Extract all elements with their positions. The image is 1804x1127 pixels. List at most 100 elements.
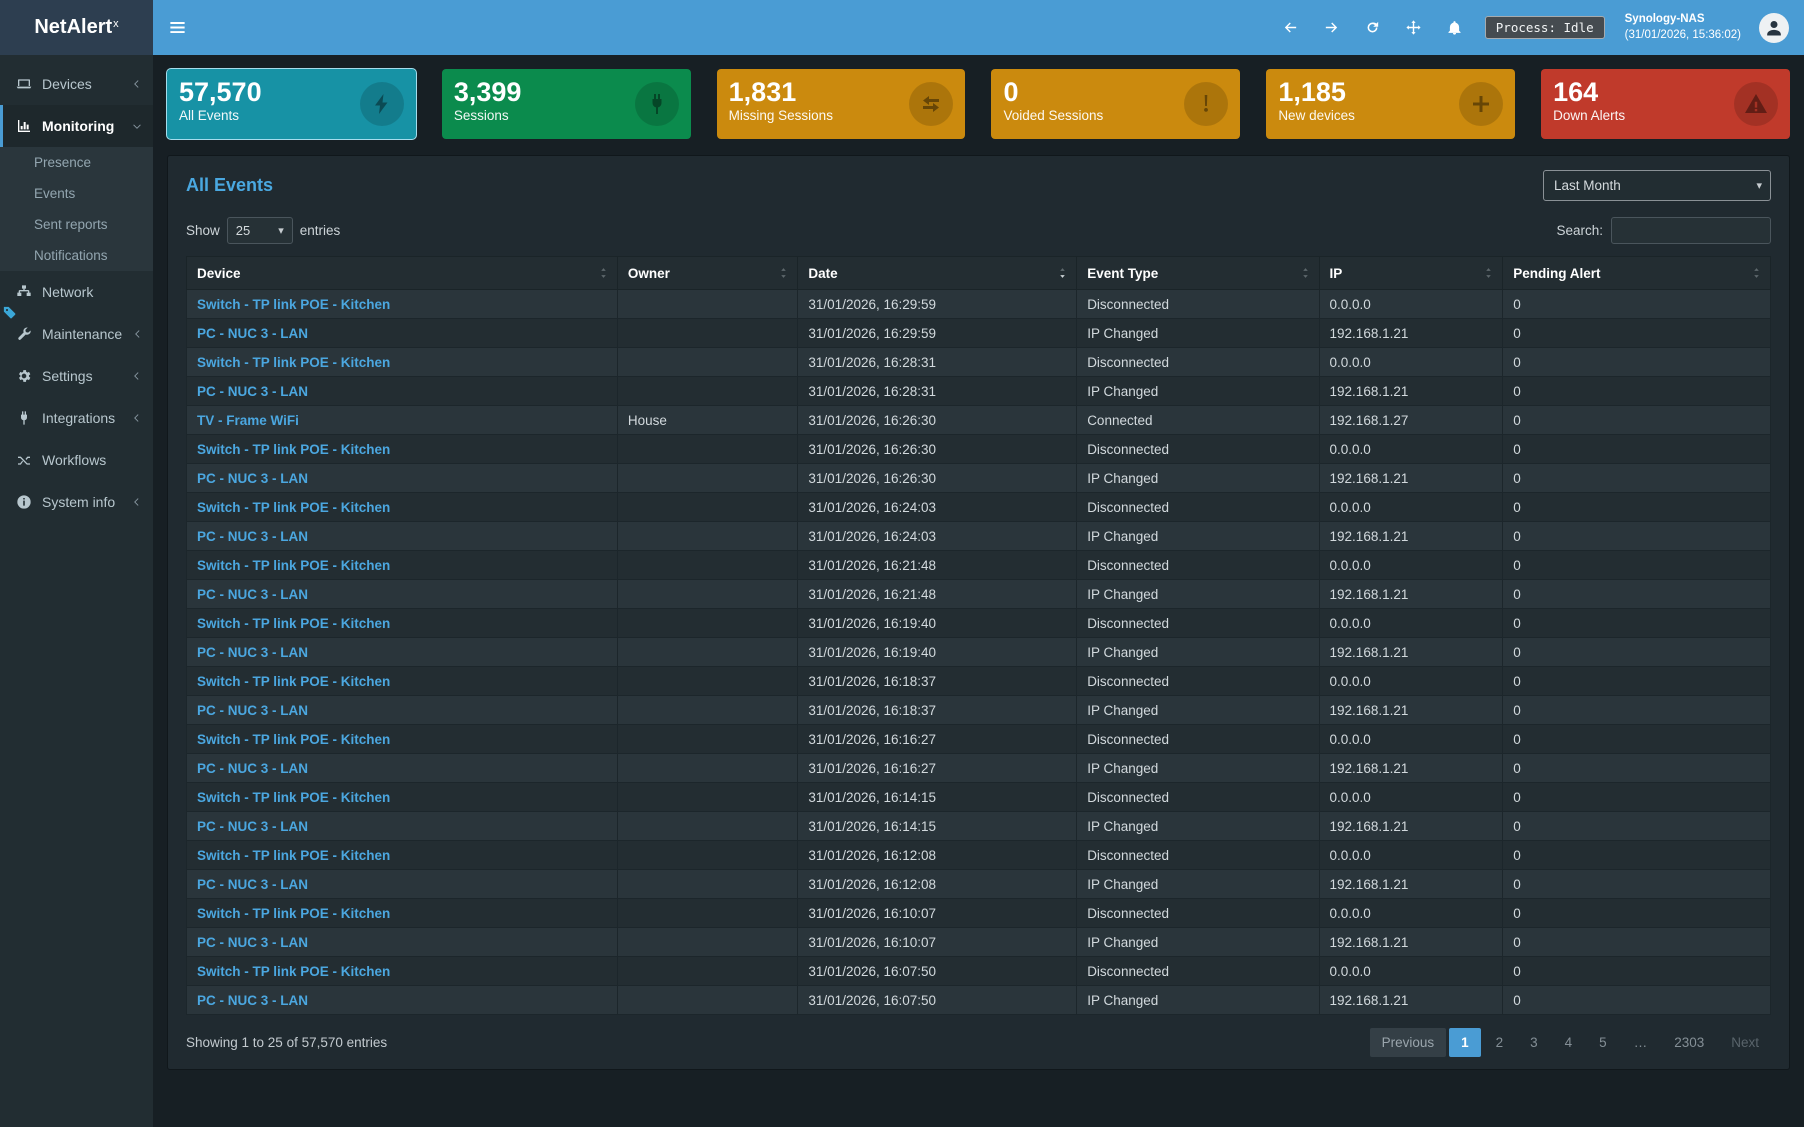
event-type-cell: IP Changed xyxy=(1076,869,1320,899)
sidebar-subitem-notifications[interactable]: Notifications xyxy=(0,240,153,271)
pending-alert-cell: 0 xyxy=(1502,695,1771,725)
device-link[interactable]: Switch - TP link POE - Kitchen xyxy=(197,847,391,863)
pending-alert-cell: 0 xyxy=(1502,289,1771,319)
date-cell: 31/01/2026, 16:07:50 xyxy=(797,956,1078,986)
stat-card-voided-sessions[interactable]: 0 Voided Sessions xyxy=(991,69,1241,139)
page-2303[interactable]: 2303 xyxy=(1674,1035,1705,1050)
column-header-device[interactable]: Device xyxy=(186,256,618,290)
device-link[interactable]: Switch - TP link POE - Kitchen xyxy=(197,615,391,631)
page-previous[interactable]: Previous xyxy=(1369,1028,1447,1057)
stat-card-all-events[interactable]: 57,570 All Events xyxy=(167,69,416,139)
sidebar-subitem-sent-reports[interactable]: Sent reports xyxy=(0,209,153,240)
device-link[interactable]: Switch - TP link POE - Kitchen xyxy=(197,499,391,515)
device-link[interactable]: TV - Frame WiFi xyxy=(197,412,299,428)
device-link[interactable]: PC - NUC 3 - LAN xyxy=(197,644,308,660)
tag-icon[interactable] xyxy=(2,305,17,320)
stat-card-missing-sessions[interactable]: 1,831 Missing Sessions xyxy=(716,69,966,139)
device-link[interactable]: Switch - TP link POE - Kitchen xyxy=(197,557,391,573)
pending-alert-cell: 0 xyxy=(1502,840,1771,870)
entries-label: entries xyxy=(299,223,341,238)
sidebar-subitem-presence[interactable]: Presence xyxy=(0,147,153,178)
device-link[interactable]: Switch - TP link POE - Kitchen xyxy=(197,673,391,689)
sidebar-item-monitoring[interactable]: Monitoring xyxy=(0,105,153,147)
stat-value: 57,570 xyxy=(179,77,262,107)
device-link[interactable]: PC - NUC 3 - LAN xyxy=(197,760,308,776)
column-header-ip[interactable]: IP xyxy=(1318,256,1504,290)
event-row: Switch - TP link POE - Kitchen 31/01/202… xyxy=(186,608,1771,638)
owner-cell xyxy=(616,521,799,551)
device-link[interactable]: PC - NUC 3 - LAN xyxy=(197,818,308,834)
bell-icon[interactable] xyxy=(1446,19,1463,36)
page-3[interactable]: 3 xyxy=(1530,1035,1538,1050)
date-cell: 31/01/2026, 16:12:08 xyxy=(797,869,1078,899)
arrow-left-icon[interactable] xyxy=(1282,19,1299,36)
process-status-badge[interactable]: Process: Idle xyxy=(1484,16,1605,39)
sidebar-item-network[interactable]: Network xyxy=(0,271,153,313)
sidebar-item-settings[interactable]: Settings xyxy=(0,355,153,397)
device-link[interactable]: PC - NUC 3 - LAN xyxy=(197,702,308,718)
owner-cell xyxy=(616,898,799,928)
page-4[interactable]: 4 xyxy=(1564,1035,1573,1050)
pending-alert-cell: 0 xyxy=(1502,579,1771,609)
stat-card-down-alerts[interactable]: 164 Down Alerts xyxy=(1541,69,1790,139)
device-link[interactable]: PC - NUC 3 - LAN xyxy=(197,934,308,950)
device-link[interactable]: Switch - TP link POE - Kitchen xyxy=(197,354,391,370)
device-link[interactable]: PC - NUC 3 - LAN xyxy=(197,470,308,486)
sidebar-item-label: Settings xyxy=(42,368,93,384)
device-link[interactable]: PC - NUC 3 - LAN xyxy=(197,992,308,1008)
column-header-event-type[interactable]: Event Type xyxy=(1076,256,1320,290)
page-1[interactable]: 1 xyxy=(1449,1028,1481,1057)
page-5[interactable]: 5 xyxy=(1599,1035,1607,1050)
refresh-icon[interactable] xyxy=(1364,19,1381,36)
device-link[interactable]: PC - NUC 3 - LAN xyxy=(197,325,308,341)
sidebar-item-workflows[interactable]: Workflows xyxy=(0,439,153,481)
sidebar-item-label: Workflows xyxy=(42,452,107,468)
device-link[interactable]: PC - NUC 3 - LAN xyxy=(197,383,308,399)
stat-card-sessions[interactable]: 3,399 Sessions xyxy=(441,69,691,139)
column-label: IP xyxy=(1329,265,1343,281)
brand-logo[interactable]: NetAlert x xyxy=(0,0,153,55)
event-row: Switch - TP link POE - Kitchen 31/01/202… xyxy=(186,898,1771,928)
menu-icon[interactable] xyxy=(168,18,187,37)
user-avatar[interactable] xyxy=(1759,12,1789,43)
period-select[interactable]: Last Month xyxy=(1543,170,1771,201)
sidebar-item-maintenance[interactable]: Maintenance xyxy=(0,313,153,355)
sidebar-item-label: Devices xyxy=(42,76,92,92)
column-header-pending-alert[interactable]: Pending Alert xyxy=(1502,256,1771,290)
device-link[interactable]: Switch - TP link POE - Kitchen xyxy=(197,731,391,747)
sidebar-item-system-info[interactable]: System info xyxy=(0,481,153,523)
arrow-right-icon[interactable] xyxy=(1323,19,1340,36)
event-row: Switch - TP link POE - Kitchen 31/01/202… xyxy=(186,550,1771,580)
device-link[interactable]: PC - NUC 3 - LAN xyxy=(197,528,308,544)
top-bar-main: Process: Idle Synology-NAS (31/01/2026, … xyxy=(153,0,1804,55)
search-input[interactable] xyxy=(1611,217,1771,244)
device-link[interactable]: Switch - TP link POE - Kitchen xyxy=(197,441,391,457)
device-cell: PC - NUC 3 - LAN xyxy=(186,695,618,725)
date-cell: 31/01/2026, 16:14:15 xyxy=(797,811,1078,841)
sidebar: Devices Monitoring Presence Events Sent repo… xyxy=(0,55,153,1127)
column-header-date[interactable]: Date xyxy=(797,256,1078,290)
page-2[interactable]: 2 xyxy=(1495,1035,1504,1050)
event-row: PC - NUC 3 - LAN 31/01/2026, 16:16:27 IP… xyxy=(186,753,1771,783)
sidebar-subitem-events[interactable]: Events xyxy=(0,178,153,209)
device-link[interactable]: PC - NUC 3 - LAN xyxy=(197,876,308,892)
column-label: Pending Alert xyxy=(1513,265,1601,281)
event-type-cell: IP Changed xyxy=(1076,695,1320,725)
device-link[interactable]: Switch - TP link POE - Kitchen xyxy=(197,789,391,805)
sidebar-item-devices[interactable]: Devices xyxy=(0,63,153,105)
page-title: All Events xyxy=(186,175,274,195)
device-link[interactable]: Switch - TP link POE - Kitchen xyxy=(197,296,391,312)
page-length-select[interactable]: 25 xyxy=(226,217,293,244)
device-cell: PC - NUC 3 - LAN xyxy=(186,927,618,957)
sidebar-item-integrations[interactable]: Integrations xyxy=(0,397,153,439)
ip-cell: 0.0.0.0 xyxy=(1318,666,1504,696)
move-icon[interactable] xyxy=(1405,19,1422,36)
device-link[interactable]: PC - NUC 3 - LAN xyxy=(197,586,308,602)
stat-card-new-devices[interactable]: 1,185 New devices xyxy=(1266,69,1516,139)
period-select-wrap: Last Month xyxy=(1543,170,1771,201)
device-link[interactable]: Switch - TP link POE - Kitchen xyxy=(197,963,391,979)
event-type-cell: IP Changed xyxy=(1076,376,1320,406)
column-header-owner[interactable]: Owner xyxy=(616,256,799,290)
event-row: PC - NUC 3 - LAN 31/01/2026, 16:19:40 IP… xyxy=(186,637,1771,667)
device-link[interactable]: Switch - TP link POE - Kitchen xyxy=(197,905,391,921)
